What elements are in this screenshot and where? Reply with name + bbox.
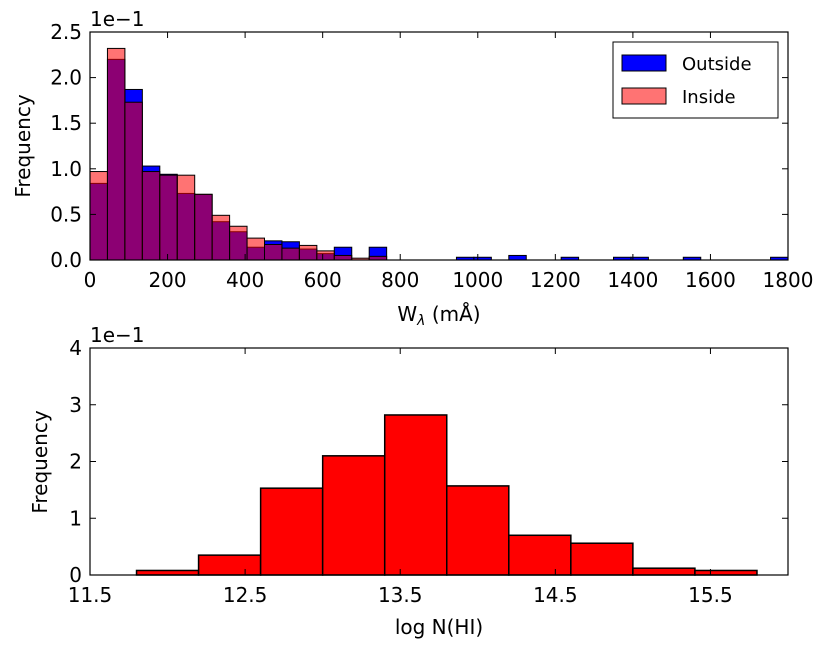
bar-nhi-8: [632, 567, 696, 576]
top-x-axis-label: Wλ (mÅ): [397, 302, 480, 329]
legend-swatch-inside: [621, 87, 667, 105]
bar-nhi-9: [694, 569, 758, 576]
bar-inside-3: [141, 171, 161, 261]
top-y-tick-label: 0.0: [50, 248, 82, 272]
top-y-tick-label: 2.0: [50, 66, 82, 90]
bar-nhi-1: [197, 554, 262, 576]
bar-outside-24: [508, 254, 527, 261]
bar-inside-0: [89, 171, 108, 261]
top-y-tick-label: 2.5: [50, 20, 82, 44]
legend: Outside Inside: [612, 41, 779, 119]
bottom-y-tick-label: 4: [69, 336, 82, 360]
top-x-tick-label: 400: [226, 268, 264, 292]
legend-label-outside: Outside: [682, 54, 752, 75]
bottom-x-tick-label: 12.5: [223, 583, 268, 607]
bar-inside-7: [211, 214, 231, 261]
top-y-ticks: 0.0 0.5 1.0 1.5 2.0 2.5: [50, 20, 788, 272]
bottom-x-ticks: 11.5 12.5 13.5 14.5 15.5: [68, 348, 733, 607]
legend-swatch-outside: [621, 54, 667, 72]
bar-inside-14: [333, 254, 353, 261]
bottom-x-tick-label: 13.5: [378, 583, 423, 607]
bottom-y-tick-label: 3: [69, 393, 82, 417]
bar-inside-9: [246, 237, 266, 261]
bar-inside-10: [264, 243, 283, 261]
legend-label-inside: Inside: [682, 87, 736, 108]
bottom-y-ticks: 0 1 2 3 4: [69, 336, 788, 587]
bottom-histogram-bars: [135, 414, 758, 576]
bottom-x-tick-label: 15.5: [688, 583, 733, 607]
bar-inside-1: [106, 47, 126, 261]
bar-nhi-3: [321, 455, 386, 576]
top-offset-text: 1e−1: [90, 7, 145, 31]
top-x-tick-label: 1000: [452, 268, 503, 292]
top-x-tick-label: 200: [148, 268, 186, 292]
bottom-x-tick-label: 11.5: [68, 583, 113, 607]
top-y-axis-label: Frequency: [11, 94, 35, 197]
bar-inside-8: [229, 225, 248, 261]
bar-nhi-7: [570, 542, 634, 576]
top-x-tick-label: 800: [381, 268, 419, 292]
top-x-tick-label: 1600: [685, 268, 736, 292]
top-plot-frame: [89, 31, 789, 261]
bottom-x-tick-label: 14.5: [533, 583, 578, 607]
bar-inside-11: [281, 247, 300, 261]
top-x-tick-label: 600: [304, 268, 342, 292]
bar-nhi-6: [508, 534, 572, 576]
top-x-tick-label: 1200: [530, 268, 581, 292]
bar-nhi-0: [135, 569, 200, 576]
top-x-tick-label: 1800: [763, 268, 814, 292]
bottom-x-axis-label: log N(HI): [395, 615, 483, 639]
top-y-tick-label: 1.0: [50, 157, 82, 181]
top-y-tick-label: 0.5: [50, 202, 82, 226]
top-x-ticks: 0 200 400 600 800 1000 1200 1400 1600 1800: [84, 32, 814, 292]
bottom-offset-text: 1e−1: [90, 323, 145, 347]
bar-inside-12: [298, 244, 318, 261]
bottom-y-axis-label: Frequency: [28, 410, 52, 513]
bar-inside-2: [124, 101, 143, 261]
bottom-y-tick-label: 2: [69, 450, 82, 474]
top-histogram-axes: 0 200 400 600 800 1000 1200 1400 1600 1800 0.0 0.5…: [11, 7, 813, 329]
bottom-histogram-axes: 11.5 12.5 13.5 14.5 15.5 0 1 2 3 4 1e−1 log N(HI…: [28, 323, 789, 639]
bar-inside-13: [316, 250, 335, 261]
bar-inside-5: [176, 174, 196, 261]
top-histogram-bars: [89, 47, 789, 261]
top-x-tick-label: 0: [84, 268, 97, 292]
bar-nhi-2: [259, 487, 324, 576]
top-y-tick-label: 1.5: [50, 111, 82, 135]
bar-nhi-4: [383, 414, 448, 576]
bar-inside-4: [159, 174, 178, 261]
top-x-tick-label: 1400: [607, 268, 658, 292]
bottom-y-tick-label: 1: [69, 506, 82, 530]
bar-nhi-5: [446, 485, 510, 576]
bar-inside-6: [194, 193, 213, 261]
bottom-y-tick-label: 0: [69, 563, 82, 587]
